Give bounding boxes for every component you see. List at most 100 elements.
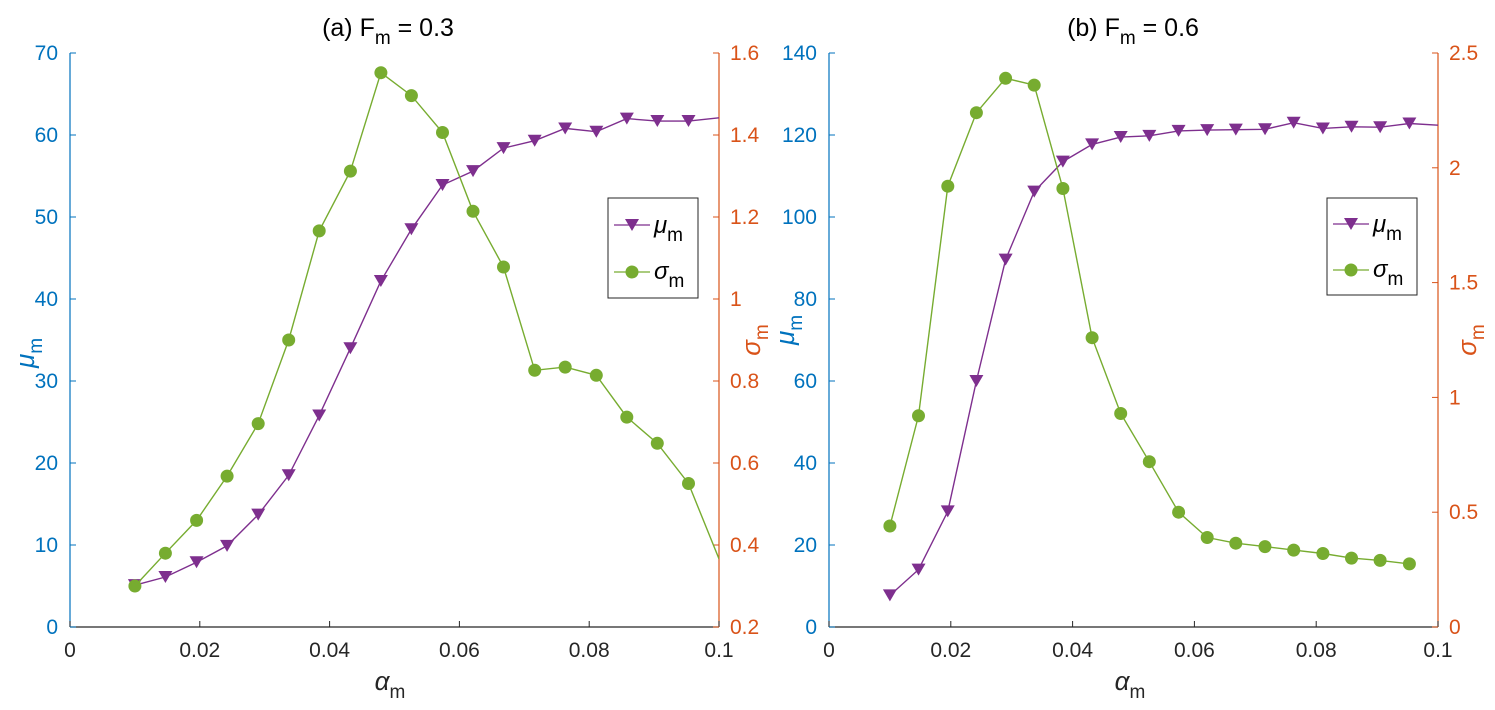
point-sigma-a bbox=[589, 368, 603, 382]
point-sigma-b bbox=[1258, 540, 1272, 554]
point-mu-a bbox=[558, 122, 573, 135]
point-sigma-a bbox=[190, 513, 204, 527]
point-sigma-b bbox=[969, 106, 983, 120]
y-right-tick-label-a: 0.8 bbox=[730, 370, 759, 393]
point-sigma-a bbox=[343, 164, 357, 178]
point-sigma-a bbox=[374, 66, 388, 80]
point-mu-a bbox=[158, 570, 173, 583]
point-sigma-a bbox=[282, 333, 296, 347]
y-left-tick-label-b: 40 bbox=[794, 452, 817, 475]
point-mu-b bbox=[1228, 123, 1243, 136]
point-mu-a bbox=[343, 342, 358, 355]
y-axis-left-label-b: μm bbox=[770, 315, 807, 346]
y-right-tick-label-b: 2 bbox=[1449, 157, 1461, 180]
axes-a: 0 0.02 0.04 0.06 0.08 0.1 0 10 20 30 40 50 60 70 0.2 0.… bbox=[35, 42, 760, 662]
point-mu-b bbox=[1286, 116, 1301, 129]
point-mu-b bbox=[1344, 120, 1359, 133]
point-sigma-a bbox=[220, 469, 234, 483]
y-right-tick-label-b: 1.5 bbox=[1449, 272, 1478, 295]
chart-title-b: (b) Fm = 0.6 bbox=[1067, 14, 1199, 49]
point-mu-a bbox=[404, 223, 419, 236]
point-mu-b bbox=[1055, 155, 1070, 168]
y-right-tick-label-a: 1.4 bbox=[730, 124, 760, 147]
y-left-tick-label-b: 100 bbox=[782, 206, 817, 229]
y-left-tick-label-a: 40 bbox=[35, 288, 58, 311]
point-mu-b bbox=[969, 375, 984, 387]
point-mu-b bbox=[1171, 124, 1186, 137]
point-mu-a bbox=[251, 508, 266, 521]
legend-mu-marker-b bbox=[1344, 218, 1358, 230]
y-left-tick-label-b: 0 bbox=[805, 616, 817, 639]
plot-area-b bbox=[882, 71, 1438, 602]
point-mu-a bbox=[435, 179, 450, 192]
point-mu-a bbox=[619, 112, 634, 125]
x-tick-label-a: 0.06 bbox=[439, 639, 480, 662]
y-right-tick-label-b: 1 bbox=[1449, 386, 1461, 409]
point-sigma-a bbox=[682, 477, 695, 490]
point-mu-a bbox=[220, 539, 235, 552]
legend-mu-label-a: μm bbox=[653, 212, 683, 246]
point-sigma-b bbox=[1316, 547, 1330, 560]
point-mu-b bbox=[1142, 129, 1157, 142]
point-sigma-b bbox=[1056, 182, 1070, 195]
y-right-tick-label-a: 1.2 bbox=[730, 206, 759, 229]
point-sigma-b bbox=[1200, 531, 1214, 544]
legend-sigma-label-a: σm bbox=[654, 258, 684, 292]
point-sigma-a bbox=[128, 579, 142, 593]
point-mu-b bbox=[1113, 131, 1128, 144]
x-tick-label-b: 0.08 bbox=[1296, 639, 1337, 662]
y-left-tick-label-a: 0 bbox=[46, 616, 58, 639]
y-right-tick-label-a: 0.6 bbox=[730, 452, 759, 475]
legend-box-a bbox=[607, 197, 699, 299]
point-sigma-b bbox=[1142, 455, 1156, 469]
point-sigma-a bbox=[528, 363, 542, 377]
point-sigma-b bbox=[1402, 557, 1416, 571]
point-sigma-a bbox=[558, 360, 572, 374]
x-axis-label-b: αm bbox=[1115, 666, 1146, 703]
point-sigma-b bbox=[941, 179, 955, 193]
y-right-tick-label-b: 0.5 bbox=[1449, 501, 1478, 524]
point-sigma-a bbox=[158, 546, 172, 560]
legend-b: μm σm bbox=[1326, 197, 1418, 296]
point-sigma-b bbox=[883, 519, 897, 533]
y-left-tick-label-a: 70 bbox=[35, 42, 58, 65]
point-mu-a bbox=[589, 125, 604, 138]
point-sigma-a bbox=[466, 204, 480, 218]
point-sigma-b bbox=[1229, 536, 1243, 550]
x-tick-label-a: 0.1 bbox=[704, 639, 733, 662]
legend-sigma-marker-b bbox=[1344, 263, 1358, 277]
x-tick-label-a: 0.08 bbox=[569, 639, 610, 662]
series-line-sigma-a bbox=[134, 71, 719, 587]
point-mu-b bbox=[1258, 123, 1273, 136]
y-right-tick-label-a: 0.4 bbox=[730, 534, 760, 557]
point-sigma-a bbox=[251, 417, 265, 431]
y-left-tick-label-a: 60 bbox=[35, 124, 58, 147]
point-sigma-b bbox=[1172, 505, 1186, 519]
point-mu-b bbox=[1315, 122, 1330, 135]
x-tick-label-a: 0.04 bbox=[309, 639, 350, 662]
point-mu-a bbox=[281, 469, 296, 482]
point-sigma-b bbox=[1027, 78, 1041, 92]
point-sigma-b bbox=[1287, 543, 1301, 557]
x-tick-label-b: 0 bbox=[823, 639, 835, 662]
y-right-tick-label-a: 1 bbox=[730, 288, 742, 311]
x-tick-label-b: 0.02 bbox=[930, 639, 971, 662]
y-left-tick-label-b: 60 bbox=[794, 370, 817, 393]
x-tick-label-b: 0.04 bbox=[1052, 639, 1093, 662]
point-mu-b bbox=[911, 563, 926, 576]
series-group-a bbox=[127, 66, 719, 593]
point-sigma-a bbox=[497, 260, 510, 274]
legend-mu-marker-a bbox=[625, 219, 639, 231]
x-tick-label-b: 0.06 bbox=[1174, 639, 1215, 662]
y-left-tick-label-b: 20 bbox=[794, 534, 817, 557]
legend-a: μm σm bbox=[607, 197, 699, 299]
x-axis-label-a: αm bbox=[375, 666, 406, 703]
legend-mu-label-b: μm bbox=[1372, 211, 1402, 245]
legend-sigma-marker-a bbox=[625, 265, 639, 279]
point-sigma-b bbox=[1373, 553, 1387, 567]
point-mu-a bbox=[312, 409, 327, 422]
series-line-mu-a bbox=[134, 117, 719, 586]
point-mu-b bbox=[1402, 117, 1417, 130]
y-left-tick-label-b: 80 bbox=[794, 288, 817, 311]
